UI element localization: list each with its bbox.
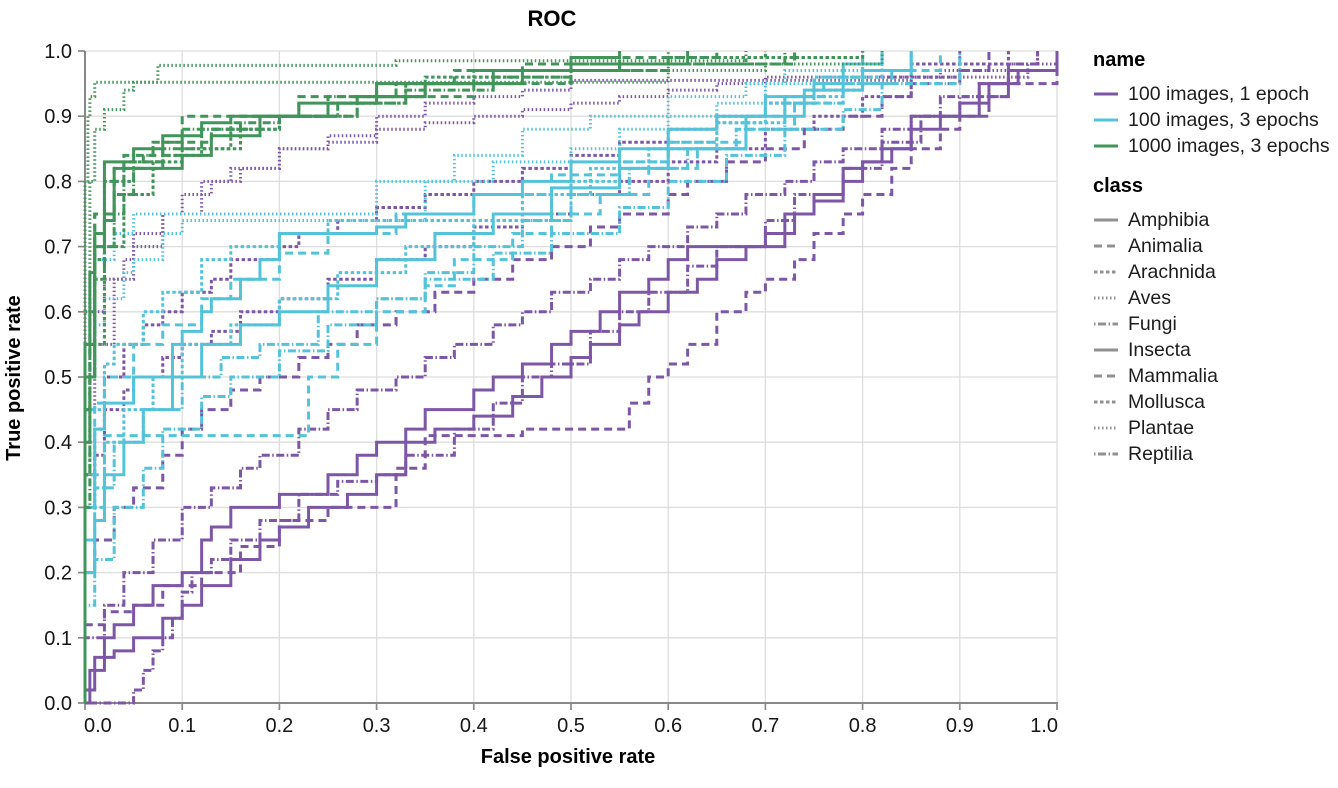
x-tick-label: 0.3: [363, 715, 391, 737]
roc-curve-aves-g2: [83, 51, 884, 703]
roc-curve-insecta-g1: [83, 51, 913, 703]
x-axis-title: False positive rate: [481, 746, 656, 768]
roc-curve-aves-g1: [83, 51, 913, 703]
legend-swatch-line: [1094, 452, 1118, 456]
legend-item-arachnida: Arachnida: [1093, 259, 1330, 285]
legend-item-plantae: Plantae: [1093, 415, 1330, 441]
legend-label: Animalia: [1128, 234, 1203, 257]
legend-label: Arachnida: [1128, 260, 1216, 283]
legend-label: 100 images, 1 epoch: [1128, 82, 1310, 105]
x-tick-label: 0.8: [849, 715, 877, 737]
legend-item-100-images-3-epochs: 100 images, 3 epochs: [1093, 107, 1330, 133]
legend-label: 1000 images, 3 epochs: [1128, 134, 1330, 157]
legend: name 100 images, 1 epoch 100 images, 3 ep…: [1093, 49, 1330, 467]
legend-class-title: class: [1093, 175, 1144, 197]
roc-curve-plantae-g0: [83, 51, 1059, 703]
y-tick-label: 0.1: [44, 628, 72, 650]
legend-item-mammalia: Mammalia: [1093, 363, 1330, 389]
roc-curve-plantae-g2: [83, 51, 748, 703]
x-tick-label: 0.2: [265, 715, 293, 737]
roc-curve-arachnida-g2: [83, 51, 865, 703]
y-tick-label: 0.2: [44, 563, 72, 585]
x-tick-label: 0.6: [654, 715, 682, 737]
legend-class-items: Amphibia Animalia Arachnida Aves Fungi Insect…: [1093, 207, 1330, 467]
legend-swatch-line: [1094, 348, 1118, 352]
y-tick-label: 0.5: [44, 367, 72, 389]
y-tick-label: 0.9: [44, 106, 72, 128]
y-tick-label: 1.0: [44, 41, 72, 63]
legend-item-aves: Aves: [1093, 285, 1330, 311]
roc-curve-reptilia-g2: [83, 51, 787, 703]
x-tick-label: 0.5: [557, 715, 585, 737]
roc-curve-mammalia-g1: [83, 51, 865, 703]
legend-label: Mammalia: [1128, 364, 1218, 387]
legend-swatch-line: [1094, 322, 1118, 326]
legend-item-mollusca: Mollusca: [1093, 389, 1330, 415]
legend-swatch-line: [1094, 218, 1118, 222]
legend-label: Reptilia: [1128, 442, 1194, 465]
y-tick-label: 0.3: [44, 497, 72, 519]
legend-swatch-line: [1094, 426, 1118, 430]
x-tick-label: 1.0: [1030, 715, 1058, 737]
chart-title: ROC: [528, 6, 577, 31]
legend-label: Fungi: [1128, 312, 1177, 335]
legend-name-title: name: [1093, 49, 1146, 71]
roc-curve-mollusca-g2: [83, 51, 767, 703]
x-tick-label: 0.7: [751, 715, 779, 737]
legend-label: Amphibia: [1128, 208, 1210, 231]
legend-label: Mollusca: [1128, 390, 1205, 413]
legend-item-animalia: Animalia: [1093, 233, 1330, 259]
legend-name-items: 100 images, 1 epoch 100 images, 3 epochs 1…: [1093, 81, 1330, 159]
legend-label: Insecta: [1128, 338, 1191, 361]
legend-swatch-line: [1094, 374, 1118, 378]
roc-curves: [83, 51, 1059, 705]
legend-item-reptilia: Reptilia: [1093, 441, 1330, 467]
roc-curve-mollusca-g1: [83, 51, 884, 703]
legend-swatch-line: [1094, 92, 1118, 96]
x-tick-label: 0.9: [946, 715, 974, 737]
x-tick-label: 0.0: [84, 715, 112, 737]
roc-curve-plantae-g1: [83, 51, 865, 703]
roc-curve-animalia-g2: [83, 51, 797, 703]
roc-curve-animalia-g0: [83, 51, 1059, 703]
legend-label: Aves: [1128, 286, 1171, 309]
roc-curve-insecta-g0: [85, 51, 1059, 705]
legend-swatch-line: [1094, 400, 1118, 404]
legend-item-1000-images-3-epochs: 1000 images, 3 epochs: [1093, 133, 1330, 159]
y-axis-title: True positive rate: [3, 295, 25, 461]
legend-label: Plantae: [1128, 416, 1195, 439]
x-tick-label: 0.4: [460, 715, 488, 737]
legend-item-fungi: Fungi: [1093, 311, 1330, 337]
legend-swatch-line: [1094, 118, 1118, 122]
y-tick-label: 0.6: [44, 302, 72, 324]
legend-item-amphibia: Amphibia: [1093, 207, 1330, 233]
roc-curve-reptilia-g1: [83, 51, 962, 703]
x-tick-label: 0.1: [168, 715, 196, 737]
y-tick-label: 0.7: [44, 237, 72, 259]
legend-swatch-line: [1094, 296, 1118, 300]
legend-swatch-line: [1094, 244, 1118, 248]
axes: 0.0 0.0 0.1 0.1 0.2 0.2 0.3 0.3 0.4 0.4 0.5 0.5 0.6 0…: [44, 41, 1058, 737]
y-tick-label: 0.0: [44, 693, 72, 715]
legend-swatch-line: [1094, 144, 1118, 148]
legend-item-100-images-1-epoch: 100 images, 1 epoch: [1093, 81, 1330, 107]
y-tick-label: 0.8: [44, 171, 72, 193]
y-tick-label: 0.4: [44, 432, 72, 454]
legend-item-insecta: Insecta: [1093, 337, 1330, 363]
legend-swatch-line: [1094, 270, 1118, 274]
legend-label: 100 images, 3 epochs: [1128, 108, 1319, 131]
roc-curve-mammalia-g0: [83, 51, 991, 703]
